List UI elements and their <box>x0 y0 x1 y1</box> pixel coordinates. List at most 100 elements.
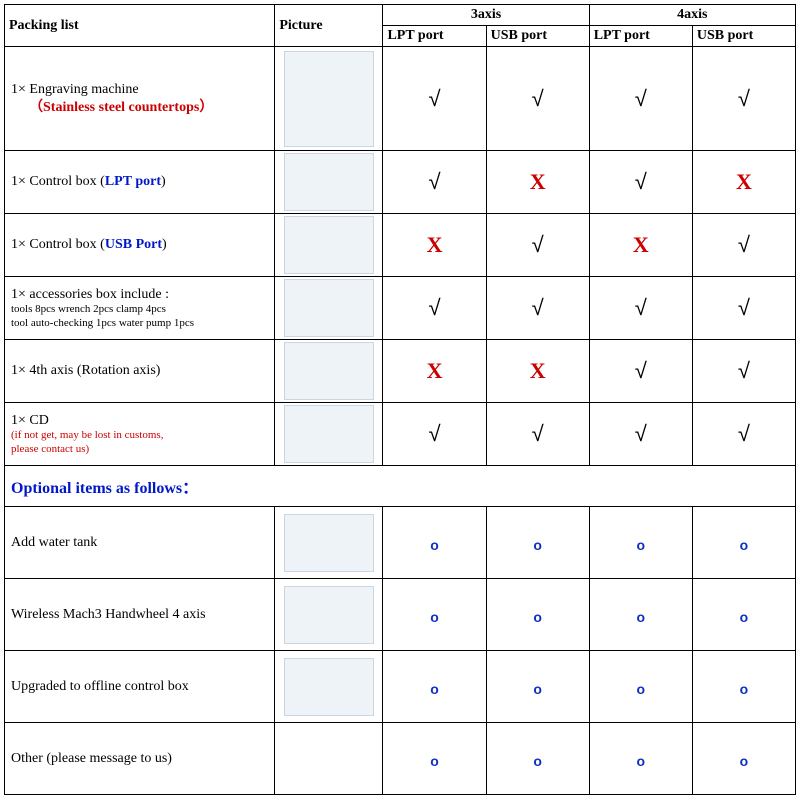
item-label: 1× Control box ( <box>11 237 105 252</box>
item-label: 1× accessories box include : <box>11 286 268 304</box>
check-mark: √ <box>428 169 440 194</box>
opt-mark: o <box>636 681 645 697</box>
mark-cell: √ <box>383 47 486 151</box>
check-mark: √ <box>738 86 750 111</box>
cross-mark: X <box>427 232 443 257</box>
mark-cell: √ <box>589 277 692 340</box>
mark-cell: o <box>692 507 795 579</box>
picture-cell <box>275 579 383 651</box>
opt-mark: o <box>430 609 439 625</box>
opt-mark: o <box>533 537 542 553</box>
opt-mark: o <box>430 537 439 553</box>
cross-mark: X <box>530 169 546 194</box>
item-variant: LPT port <box>105 174 161 189</box>
check-mark: √ <box>532 86 544 111</box>
check-mark: √ <box>738 421 750 446</box>
opt-mark: o <box>430 753 439 769</box>
cross-mark: X <box>633 232 649 257</box>
mark-cell: √ <box>589 151 692 214</box>
section-row: Optional items as follows： <box>5 466 796 507</box>
item-label-cell: Add water tank <box>5 507 275 579</box>
mark-cell: o <box>486 579 589 651</box>
mark-cell: √ <box>692 340 795 403</box>
hdr-3axis: 3axis <box>383 5 589 26</box>
table-row: Upgraded to offline control boxoooo <box>5 651 796 723</box>
check-mark: √ <box>428 421 440 446</box>
opt-mark: o <box>533 609 542 625</box>
water-tank-image <box>284 514 374 572</box>
offline-box-image <box>284 658 374 716</box>
mark-cell: o <box>589 723 692 795</box>
hdr-3axis-usb: USB port <box>486 26 589 47</box>
hdr-4axis-lpt: LPT port <box>589 26 692 47</box>
mark-cell: √ <box>486 214 589 277</box>
rotation-axis-image <box>284 342 374 400</box>
mark-cell: o <box>383 651 486 723</box>
check-mark: √ <box>635 358 647 383</box>
cross-mark: X <box>427 358 443 383</box>
mark-cell: X <box>589 214 692 277</box>
check-mark: √ <box>738 232 750 257</box>
table-row: Other (please message to us)oooo <box>5 723 796 795</box>
mark-cell: X <box>383 340 486 403</box>
hdr-picture: Picture <box>275 5 383 47</box>
hdr-packing: Packing list <box>5 5 275 47</box>
opt-mark: o <box>636 537 645 553</box>
mark-cell: √ <box>383 277 486 340</box>
control-box-usb-image <box>284 216 374 274</box>
item-variant: USB Port <box>105 237 162 252</box>
section-title: Optional items as follows： <box>11 480 198 497</box>
check-mark: √ <box>532 232 544 257</box>
picture-cell <box>275 151 383 214</box>
hdr-3axis-lpt: LPT port <box>383 26 486 47</box>
item-label-cell: 1× CD(if not get, may be lost in customs… <box>5 403 275 466</box>
mark-cell: √ <box>692 277 795 340</box>
mark-cell: o <box>486 651 589 723</box>
item-label-cell: Wireless Mach3 Handwheel 4 axis <box>5 579 275 651</box>
item-label-cell: 1× Control box (USB Port) <box>5 214 275 277</box>
table-row: 1× Control box (LPT port)√X√X <box>5 151 796 214</box>
check-mark: √ <box>532 295 544 320</box>
cd-image <box>284 405 374 463</box>
packing-table: Packing list Picture 3axis 4axis LPT por… <box>4 4 796 795</box>
opt-mark: o <box>740 609 749 625</box>
section-cell: Optional items as follows： <box>5 466 796 507</box>
opt-mark: o <box>533 753 542 769</box>
item-label-cell: 1× Control box (LPT port) <box>5 151 275 214</box>
item-label-tail: ) <box>161 174 166 189</box>
mark-cell: √ <box>486 47 589 151</box>
control-box-lpt-image <box>284 153 374 211</box>
mark-cell: √ <box>589 403 692 466</box>
mark-cell: √ <box>486 277 589 340</box>
hdr-4axis: 4axis <box>589 5 795 26</box>
picture-cell <box>275 47 383 151</box>
check-mark: √ <box>635 421 647 446</box>
picture-cell <box>275 651 383 723</box>
mark-cell: o <box>692 723 795 795</box>
check-mark: √ <box>738 295 750 320</box>
mark-cell: o <box>383 579 486 651</box>
mark-cell: √ <box>589 47 692 151</box>
item-label: 1× CD <box>11 412 268 430</box>
picture-cell <box>275 403 383 466</box>
picture-cell <box>275 507 383 579</box>
picture-cell <box>275 723 383 795</box>
item-label-cell: Upgraded to offline control box <box>5 651 275 723</box>
check-mark: √ <box>738 358 750 383</box>
opt-mark: o <box>636 753 645 769</box>
mark-cell: √ <box>383 151 486 214</box>
mark-cell: o <box>383 723 486 795</box>
item-detail: tools 8pcs wrench 2pcs clamp 4pcs <box>11 303 268 317</box>
mark-cell: √ <box>486 403 589 466</box>
header-row-1: Packing list Picture 3axis 4axis <box>5 5 796 26</box>
mark-cell: X <box>486 151 589 214</box>
mark-cell: o <box>589 579 692 651</box>
check-mark: √ <box>635 295 647 320</box>
picture-cell <box>275 277 383 340</box>
cross-mark: X <box>530 358 546 383</box>
opt-mark: o <box>740 537 749 553</box>
mark-cell: X <box>486 340 589 403</box>
mark-cell: X <box>692 151 795 214</box>
item-detail: tool auto-checking 1pcs water pump 1pcs <box>11 317 268 331</box>
table-row: 1× accessories box include :tools 8pcs w… <box>5 277 796 340</box>
